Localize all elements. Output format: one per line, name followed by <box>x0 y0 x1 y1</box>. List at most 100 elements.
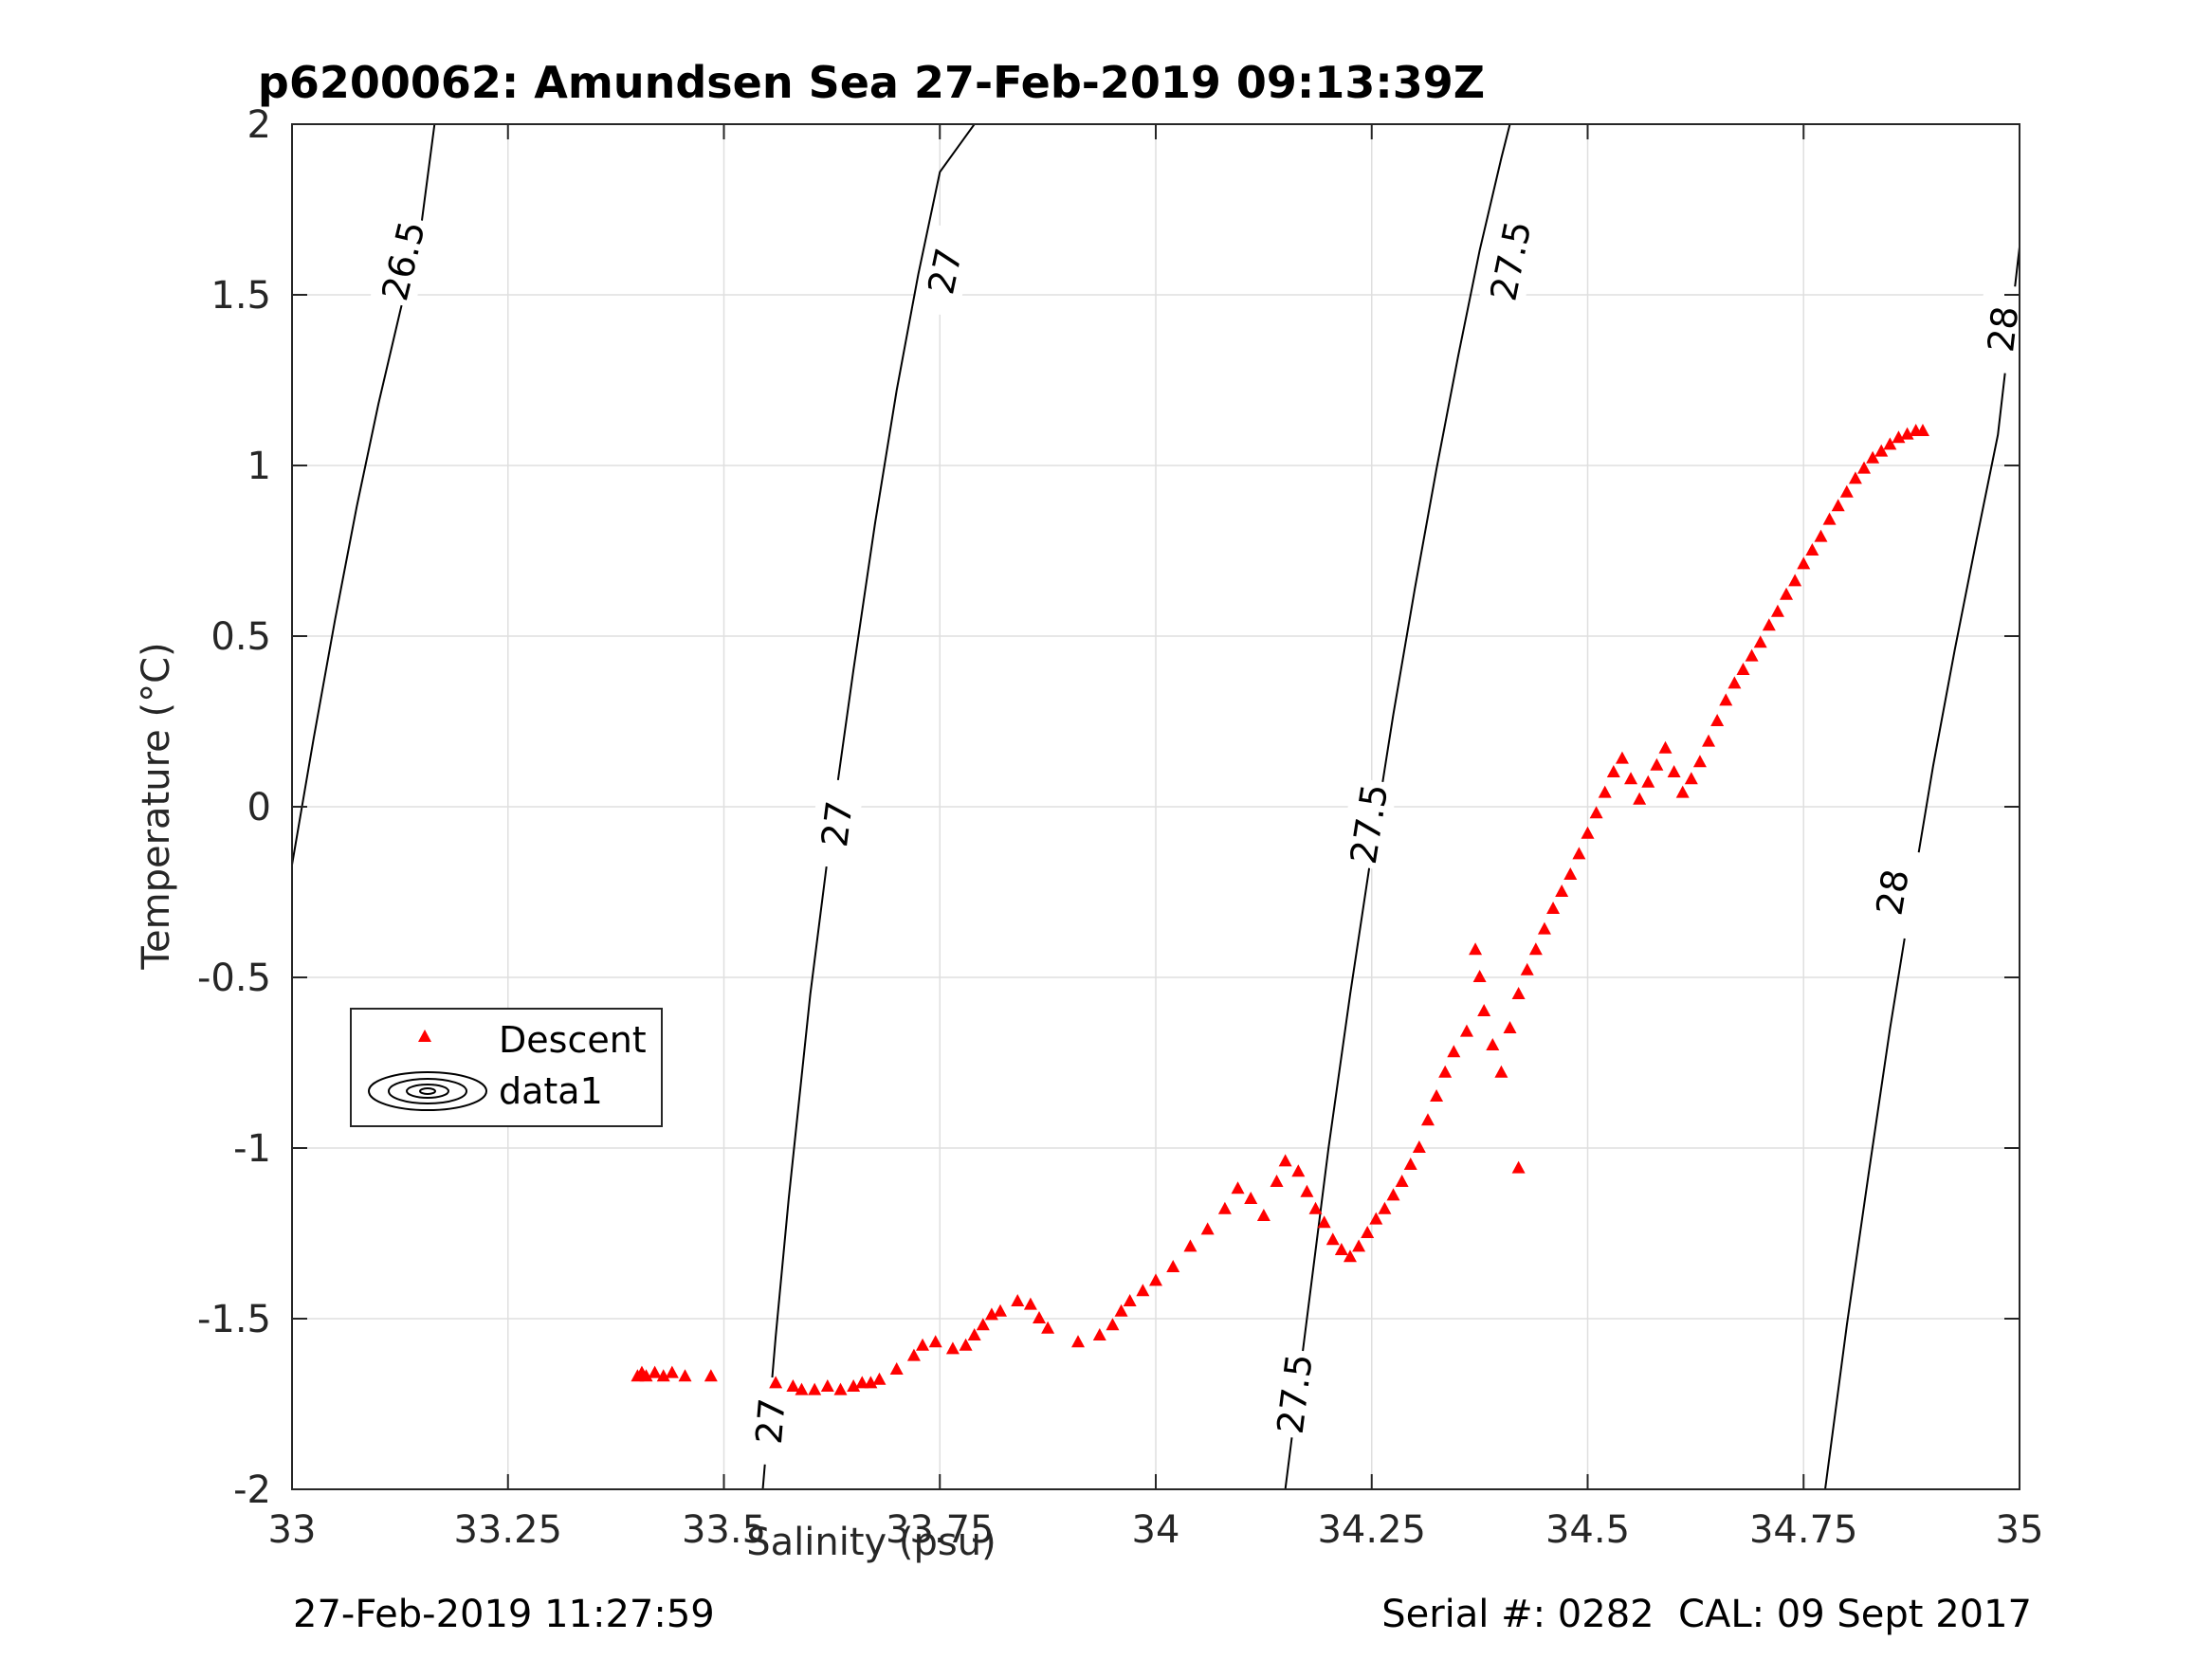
contour-label: 27.5 <box>1270 1352 1321 1436</box>
legend-label-descent: Descent <box>499 1019 647 1061</box>
data-point-descent <box>1477 1004 1491 1016</box>
data-point-descent <box>1459 1024 1473 1037</box>
data-point-descent <box>994 1304 1008 1317</box>
data-point-descent <box>1378 1201 1392 1214</box>
data-point-descent <box>1546 902 1561 914</box>
data-point-descent <box>1883 437 1897 450</box>
data-point-descent <box>1770 604 1784 617</box>
data-point-descent <box>786 1379 800 1392</box>
contour-label: 28 <box>1868 866 1916 919</box>
y-tick-label: -1 <box>233 1127 271 1171</box>
contour-label: 27 <box>814 798 861 848</box>
data-point-descent <box>1702 734 1716 747</box>
data-point-descent <box>1624 772 1638 785</box>
data-point-descent <box>1606 765 1620 777</box>
data-point-descent <box>855 1376 869 1389</box>
data-point-descent <box>1334 1243 1348 1255</box>
x-axis-label: Salinity (psu) <box>746 1521 996 1564</box>
data-point-descent <box>1581 826 1595 839</box>
data-point-descent <box>1395 1175 1409 1187</box>
contour-label-background <box>808 777 865 870</box>
footer-serial-calibration: Serial #: 0282 CAL: 09 Sept 2017 <box>1381 1593 2032 1636</box>
data-point-descent <box>1217 1201 1232 1214</box>
contour-line <box>1284 124 1511 1489</box>
legend-contour-icon <box>368 1071 487 1111</box>
y-tick-label: 0 <box>247 786 271 830</box>
data-point-descent <box>1386 1188 1400 1201</box>
data-point-descent <box>769 1376 783 1389</box>
data-point-descent <box>1023 1297 1037 1310</box>
y-tick-label: -0.5 <box>197 957 271 1000</box>
data-point-descent <box>872 1372 887 1385</box>
y-tick-label: -1.5 <box>197 1298 271 1341</box>
data-point-descent <box>1900 427 1914 440</box>
ts-diagram: p6200062: Amundsen Sea 27-Feb-2019 09:13… <box>135 57 2044 1564</box>
data-point-descent <box>1814 529 1828 542</box>
data-point-descent <box>1615 751 1629 764</box>
data-point-descent <box>1598 785 1612 798</box>
data-point-descent <box>928 1335 942 1348</box>
data-point-descent <box>1071 1335 1086 1348</box>
data-point-descent <box>1915 424 1929 436</box>
data-point-descent <box>864 1376 878 1389</box>
data-point-descent <box>1325 1232 1340 1246</box>
y-axis-label: Temperature (°C) <box>135 642 178 970</box>
contour-label: 27 <box>920 245 970 298</box>
data-point-descent <box>1892 430 1906 444</box>
x-tick-label: 34.75 <box>1749 1508 1858 1552</box>
x-tick-label: 35 <box>1996 1508 2044 1552</box>
data-point-descent <box>1839 484 1854 498</box>
data-point-descent <box>704 1369 718 1382</box>
data-point-descent <box>1572 847 1586 860</box>
data-point-descent <box>1420 1113 1435 1126</box>
y-tick-label: 1 <box>247 445 271 488</box>
data-point-descent <box>1256 1209 1271 1221</box>
data-point-descent <box>1658 740 1673 754</box>
data-point-descent <box>1486 1038 1500 1050</box>
data-point-descent <box>1667 765 1681 777</box>
data-point-descent <box>1788 574 1802 587</box>
legend-label-data1: data1 <box>499 1070 603 1112</box>
data-point-descent <box>1675 785 1690 798</box>
contour-label-background <box>1861 845 1922 939</box>
data-point-descent <box>1728 676 1742 689</box>
data-point-descent <box>665 1365 679 1378</box>
data-point-descent <box>1244 1192 1258 1204</box>
data-point-descent <box>1469 942 1483 956</box>
data-point-descent <box>1106 1318 1120 1331</box>
data-point-descent <box>1555 884 1569 897</box>
data-point-descent <box>1494 1065 1508 1078</box>
data-point-descent <box>656 1369 670 1382</box>
data-point-descent <box>1822 512 1837 525</box>
data-point-descent <box>1472 970 1487 982</box>
contour-label-background <box>1339 776 1398 871</box>
legend-box <box>350 1008 663 1127</box>
data-point-descent <box>1641 775 1655 788</box>
contour-label-background <box>1478 213 1542 308</box>
data-point-descent <box>1633 792 1647 805</box>
data-point-descent <box>1692 755 1707 768</box>
data-point-descent <box>1563 867 1578 880</box>
data-point-descent <box>967 1328 981 1340</box>
data-point-descent <box>1650 757 1664 771</box>
chart-title: p6200062: Amundsen Sea 27-Feb-2019 09:13… <box>258 57 1485 108</box>
data-point-descent <box>1183 1239 1197 1252</box>
data-point-descent <box>1317 1215 1331 1229</box>
data-point-descent <box>1805 543 1819 556</box>
data-point-descent <box>906 1348 921 1361</box>
contour-label: 27 <box>748 1396 794 1446</box>
data-point-descent <box>1719 693 1733 706</box>
data-point-descent <box>1684 772 1698 785</box>
y-tick-label: 1.5 <box>210 274 271 318</box>
data-point-descent <box>1114 1304 1128 1317</box>
data-point-descent <box>1123 1294 1137 1306</box>
data-point-descent <box>1857 461 1872 474</box>
data-point-descent <box>1403 1158 1417 1170</box>
data-point-descent <box>1753 635 1767 648</box>
data-point-descent <box>889 1362 904 1375</box>
data-point-descent <box>1745 648 1759 662</box>
data-point-descent <box>648 1365 662 1378</box>
contour-line <box>761 124 976 1489</box>
contour-label-background <box>1974 283 2030 375</box>
